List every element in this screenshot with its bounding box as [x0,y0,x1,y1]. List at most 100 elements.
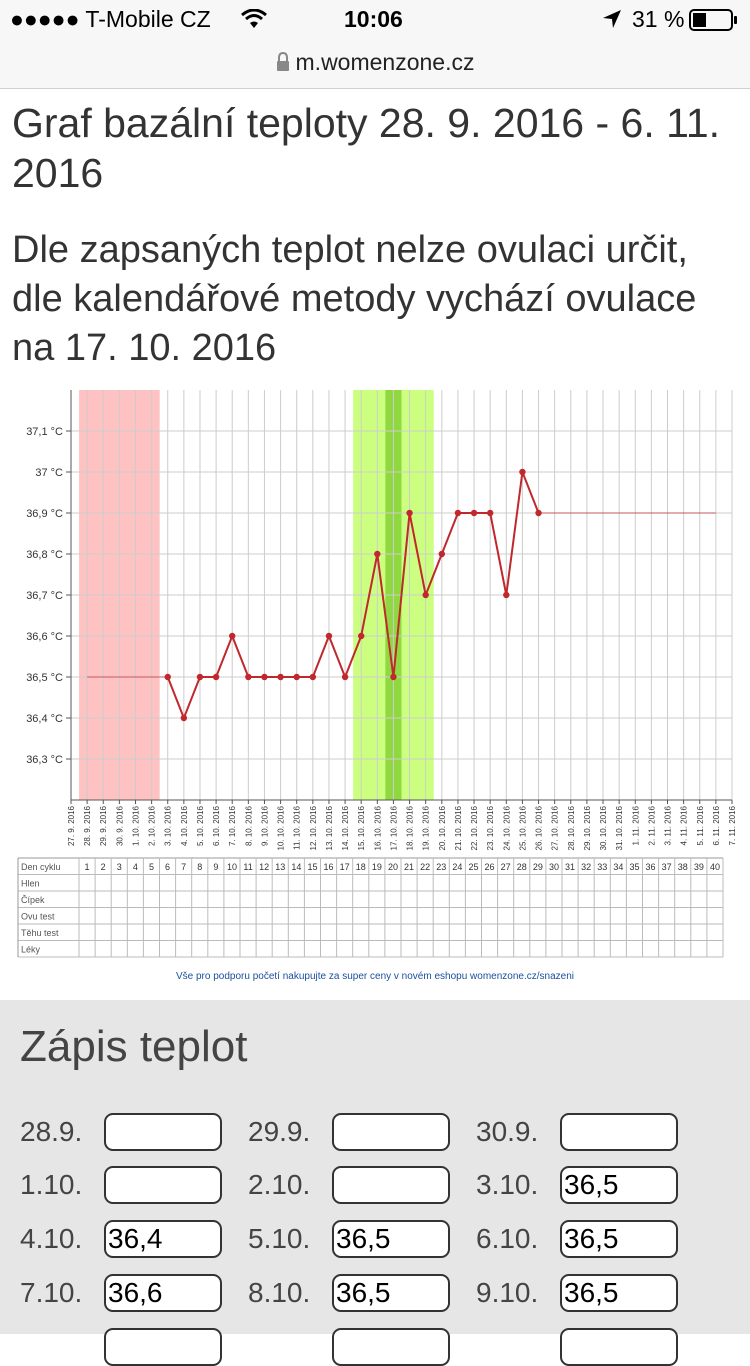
x-tick-label: 2. 11. 2016 [647,805,656,845]
temperature-input[interactable] [332,1220,450,1258]
temperature-input[interactable] [332,1274,450,1312]
temperature-input[interactable] [104,1113,222,1151]
ovulation-summary: Dle zapsaných teplot nelze ovulaci určit… [12,229,697,369]
temperature-point [212,673,220,681]
cycle-day-number: 35 [629,862,639,872]
temperature-point [438,550,446,558]
x-tick-label: 30. 9. 2016 [115,805,124,846]
x-tick-label: 29. 10. 2016 [583,805,592,850]
cycle-day-number: 18 [356,862,366,872]
cycle-day-number: 12 [259,862,269,872]
cycle-day-number: 38 [678,862,688,872]
x-tick-label: 29. 9. 2016 [99,805,108,846]
temperature-point [277,673,284,681]
date-label: 8.10. [248,1277,311,1308]
x-tick-label: 4. 10. 2016 [180,805,189,846]
date-label: 4.10. [20,1223,83,1254]
temperature-input[interactable] [560,1166,678,1204]
y-tick-label: 36,9 °C [26,508,63,520]
temperature-point [390,673,397,681]
table-row-label: Léky [21,945,41,955]
temperature-point [196,673,204,681]
cycle-day-number: 33 [597,862,607,872]
battery-icon [689,9,739,36]
x-tick-label: 14. 10. 2016 [341,805,350,850]
x-tick-label: 22. 10. 2016 [470,805,479,850]
date-label: 3.10. [476,1169,539,1200]
x-tick-label: 3. 10. 2016 [164,805,173,846]
temperature-point [503,591,510,599]
x-tick-label: 13. 10. 2016 [325,805,334,850]
x-tick-label: 9. 10. 2016 [260,805,269,846]
cycle-day-number: 34 [613,862,623,872]
cycle-day-number: 16 [324,862,334,872]
x-tick-label: 2. 10. 2016 [148,805,157,846]
x-tick-label: 21. 10. 2016 [454,805,463,850]
carrier-signal: ●●●●● T-Mobile CZ [10,6,211,32]
temperature-point [180,714,188,722]
cycle-day-number: 15 [307,862,317,872]
temperature-point [486,509,494,517]
x-tick-label: 6. 10. 2016 [212,805,221,846]
x-tick-label: 30. 10. 2016 [599,805,608,850]
page-title: Graf bazální teploty 28. 9. 2016 - 6. 11… [12,100,721,196]
x-tick-label: 7. 11. 2016 [728,805,737,845]
eshop-promo-link[interactable]: Vše pro podporu početí nakupujte za supe… [176,971,574,982]
x-tick-label: 27. 10. 2016 [551,805,560,850]
x-tick-label: 8. 10. 2016 [244,805,253,846]
x-tick-label: 17. 10. 2016 [389,805,398,850]
x-tick-label: 6. 11. 2016 [712,805,721,845]
temperature-input[interactable] [560,1220,678,1258]
table-row-label: Těhu test [21,928,59,938]
cycle-day-number: 28 [517,862,527,872]
x-tick-label: 3. 11. 2016 [664,805,673,845]
temperature-input[interactable] [104,1274,222,1312]
x-tick-label: 4. 11. 2016 [680,805,689,845]
temperature-point [470,509,478,517]
x-tick-label: 16. 10. 2016 [373,805,382,850]
cycle-day-number: 13 [275,862,285,872]
cycle-day-number: 21 [404,862,414,872]
date-label: 30.9. [476,1116,539,1147]
temperature-point [422,591,429,599]
x-tick-label: 1. 10. 2016 [131,805,140,846]
cycle-day-number: 2 [101,862,106,872]
cycle-day-number: 10 [227,862,237,872]
temperature-input[interactable] [104,1220,222,1258]
date-label: 1.10. [20,1169,83,1200]
x-tick-label: 24. 10. 2016 [502,805,511,850]
y-tick-label: 36,5 °C [26,672,63,684]
address-bar[interactable]: m.womenzone.cz [0,40,750,89]
temperature-input[interactable] [560,1274,678,1312]
status-bar: ●●●●● T-Mobile CZ 10:06 31 % [0,0,750,40]
date-label: 5.10. [248,1223,311,1254]
temperature-input[interactable] [332,1113,450,1151]
cycle-day-number: 27 [501,862,511,872]
temperature-point [454,509,462,517]
clock: 10:06 [344,6,403,32]
temperature-input[interactable] [560,1113,678,1151]
temperature-point [293,673,300,681]
x-tick-label: 10. 10. 2016 [277,805,286,850]
basal-temperature-chart: 36,3 °C 36,4 °C 36,5 °C 36,6 °C 36,7 °C 36,8 … [17,390,737,982]
date-label: 6.10. [476,1223,539,1254]
temperature-point [261,673,268,681]
cycle-day-number: 36 [646,862,656,872]
date-label: 29.9. [248,1116,311,1147]
temperature-input[interactable] [332,1166,450,1204]
temperature-point [341,673,349,681]
y-tick-label: 36,3 °C [26,754,63,766]
url-display[interactable]: m.womenzone.cz [0,49,750,78]
y-tick-label: 36,4 °C [26,713,63,725]
x-tick-label: 31. 10. 2016 [615,805,624,850]
cycle-day-number: 40 [710,862,720,872]
cycle-day-number: 5 [149,862,154,872]
y-tick-label: 36,7 °C [26,590,63,602]
temperature-point [374,550,381,558]
temperature-input[interactable] [104,1166,222,1204]
cycle-day-number: 23 [436,862,446,872]
x-tick-label: 15. 10. 2016 [357,805,366,850]
x-tick-label: 28. 9. 2016 [83,805,92,846]
x-tick-label: 25. 10. 2016 [518,805,527,850]
cycle-day-number: 20 [388,862,398,872]
